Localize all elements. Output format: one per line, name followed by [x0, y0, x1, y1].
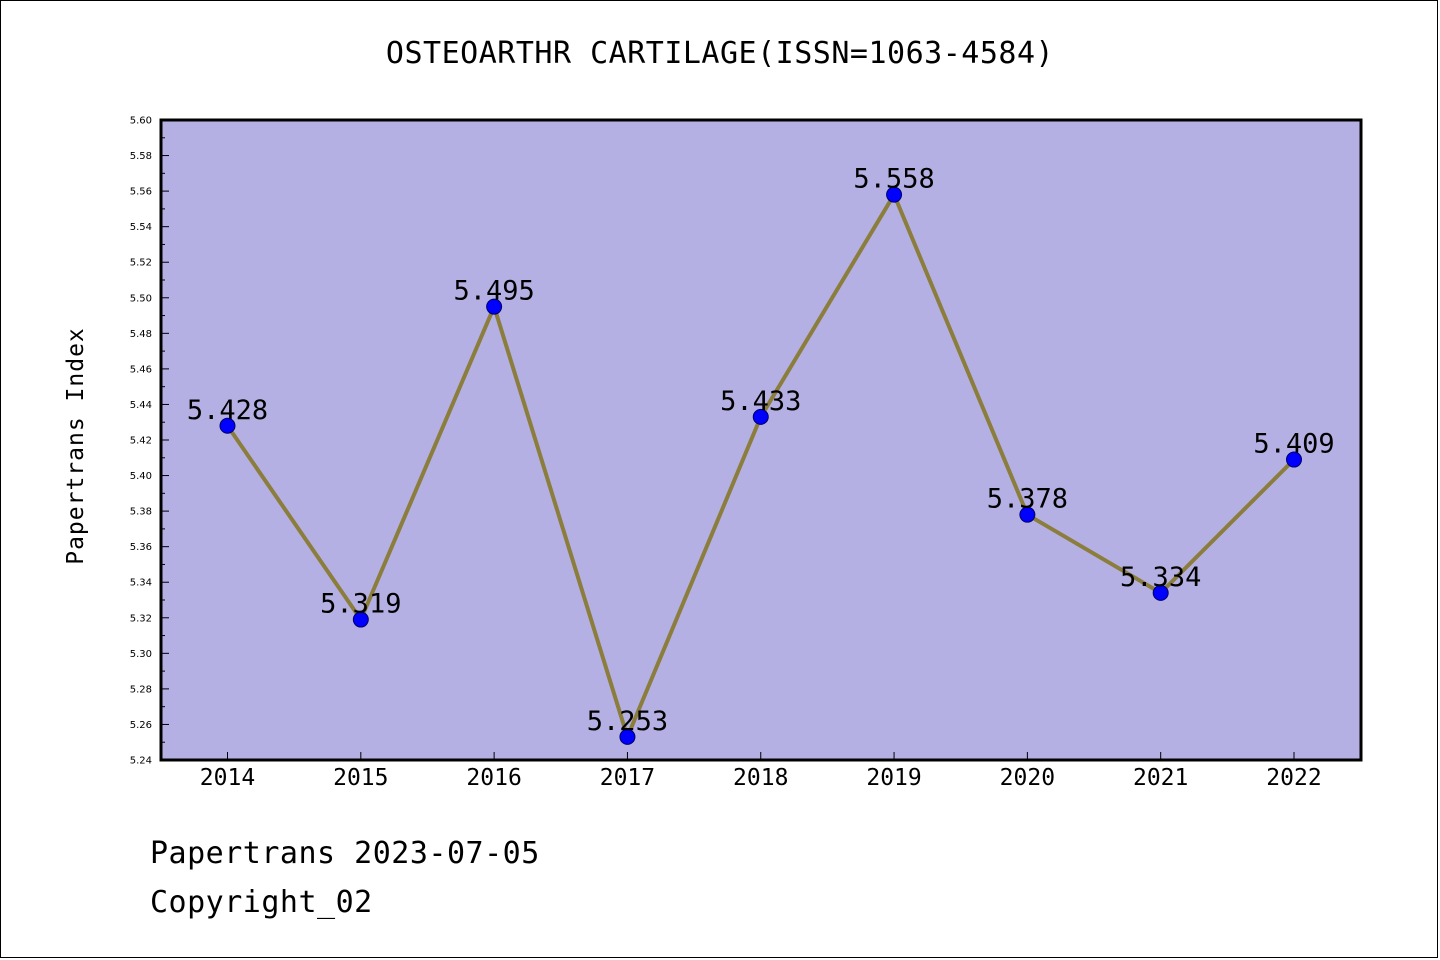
data-markers	[219, 186, 1302, 745]
y-tick-label: 5.58	[130, 151, 152, 162]
y-tick-label: 5.56	[130, 187, 152, 198]
y-tick-label: 5.48	[130, 329, 152, 340]
y-tick-label: 5.38	[130, 507, 152, 518]
y-tick-label: 5.54	[130, 222, 152, 233]
y-tick-label: 5.42	[130, 436, 152, 447]
x-tick-label: 2014	[200, 765, 255, 791]
x-tick-label: 2021	[1133, 765, 1188, 791]
data-label: 5.334	[1120, 562, 1201, 593]
y-tick-label: 5.44	[130, 400, 152, 411]
y-tick-label: 5.26	[130, 720, 152, 731]
y-tick-label: 5.28	[130, 684, 152, 695]
data-label: 5.558	[853, 164, 934, 195]
y-axis: 5.24 5.26 5.28 5.30 5.32 5.34 5.36 5.38 5.40 5.42…	[130, 116, 169, 767]
y-tick-label: 5.40	[130, 471, 152, 482]
footer-date: Papertrans 2023-07-05	[150, 836, 540, 871]
y-tick-label: 5.34	[130, 578, 152, 589]
data-label: 5.253	[587, 706, 668, 737]
y-tick-label: 5.46	[130, 364, 152, 375]
x-tick-label: 2022	[1266, 765, 1321, 791]
data-label: 5.428	[187, 395, 268, 426]
data-point	[619, 728, 636, 745]
data-label: 5.378	[987, 484, 1068, 515]
data-label: 5.433	[720, 386, 801, 417]
x-axis: 2014 2015 2016 2017 2018 2019 2020 2021 2022	[200, 752, 1322, 791]
data-point	[219, 417, 236, 434]
y-tick-label: 5.52	[130, 258, 152, 269]
data-label: 5.495	[453, 276, 534, 307]
x-tick-label: 2016	[466, 765, 521, 791]
x-tick-label: 2019	[866, 765, 921, 791]
data-point	[352, 611, 369, 628]
data-point	[1019, 506, 1036, 523]
data-label: 5.409	[1253, 429, 1334, 460]
y-tick-label: 5.30	[130, 649, 152, 660]
data-point	[1286, 451, 1302, 468]
data-point	[1152, 584, 1169, 601]
footer-copyright: Copyright_02	[150, 885, 373, 920]
chart-title: OSTEOARTHR CARTILAGE(ISSN=1063-4584)	[385, 36, 1055, 71]
x-tick-label: 2017	[600, 765, 655, 791]
x-tick-label: 2020	[1000, 765, 1055, 791]
y-tick-label: 5.36	[130, 542, 152, 553]
x-tick-label: 2015	[333, 765, 388, 791]
y-tick-label: 5.24	[130, 756, 152, 767]
y-tick-label: 5.50	[130, 293, 152, 304]
data-label: 5.319	[320, 589, 401, 620]
y-tick-label: 5.32	[130, 613, 152, 624]
x-tick-label: 2018	[733, 765, 788, 791]
data-labels: 5.428 5.319 5.495 5.253 5.433 5.558 5.378 5.334…	[187, 164, 1335, 737]
data-point	[886, 186, 903, 203]
y-tick-label: 5.60	[130, 116, 152, 127]
plot-area	[159, 118, 1363, 762]
data-point	[486, 298, 503, 315]
data-point	[752, 408, 769, 425]
